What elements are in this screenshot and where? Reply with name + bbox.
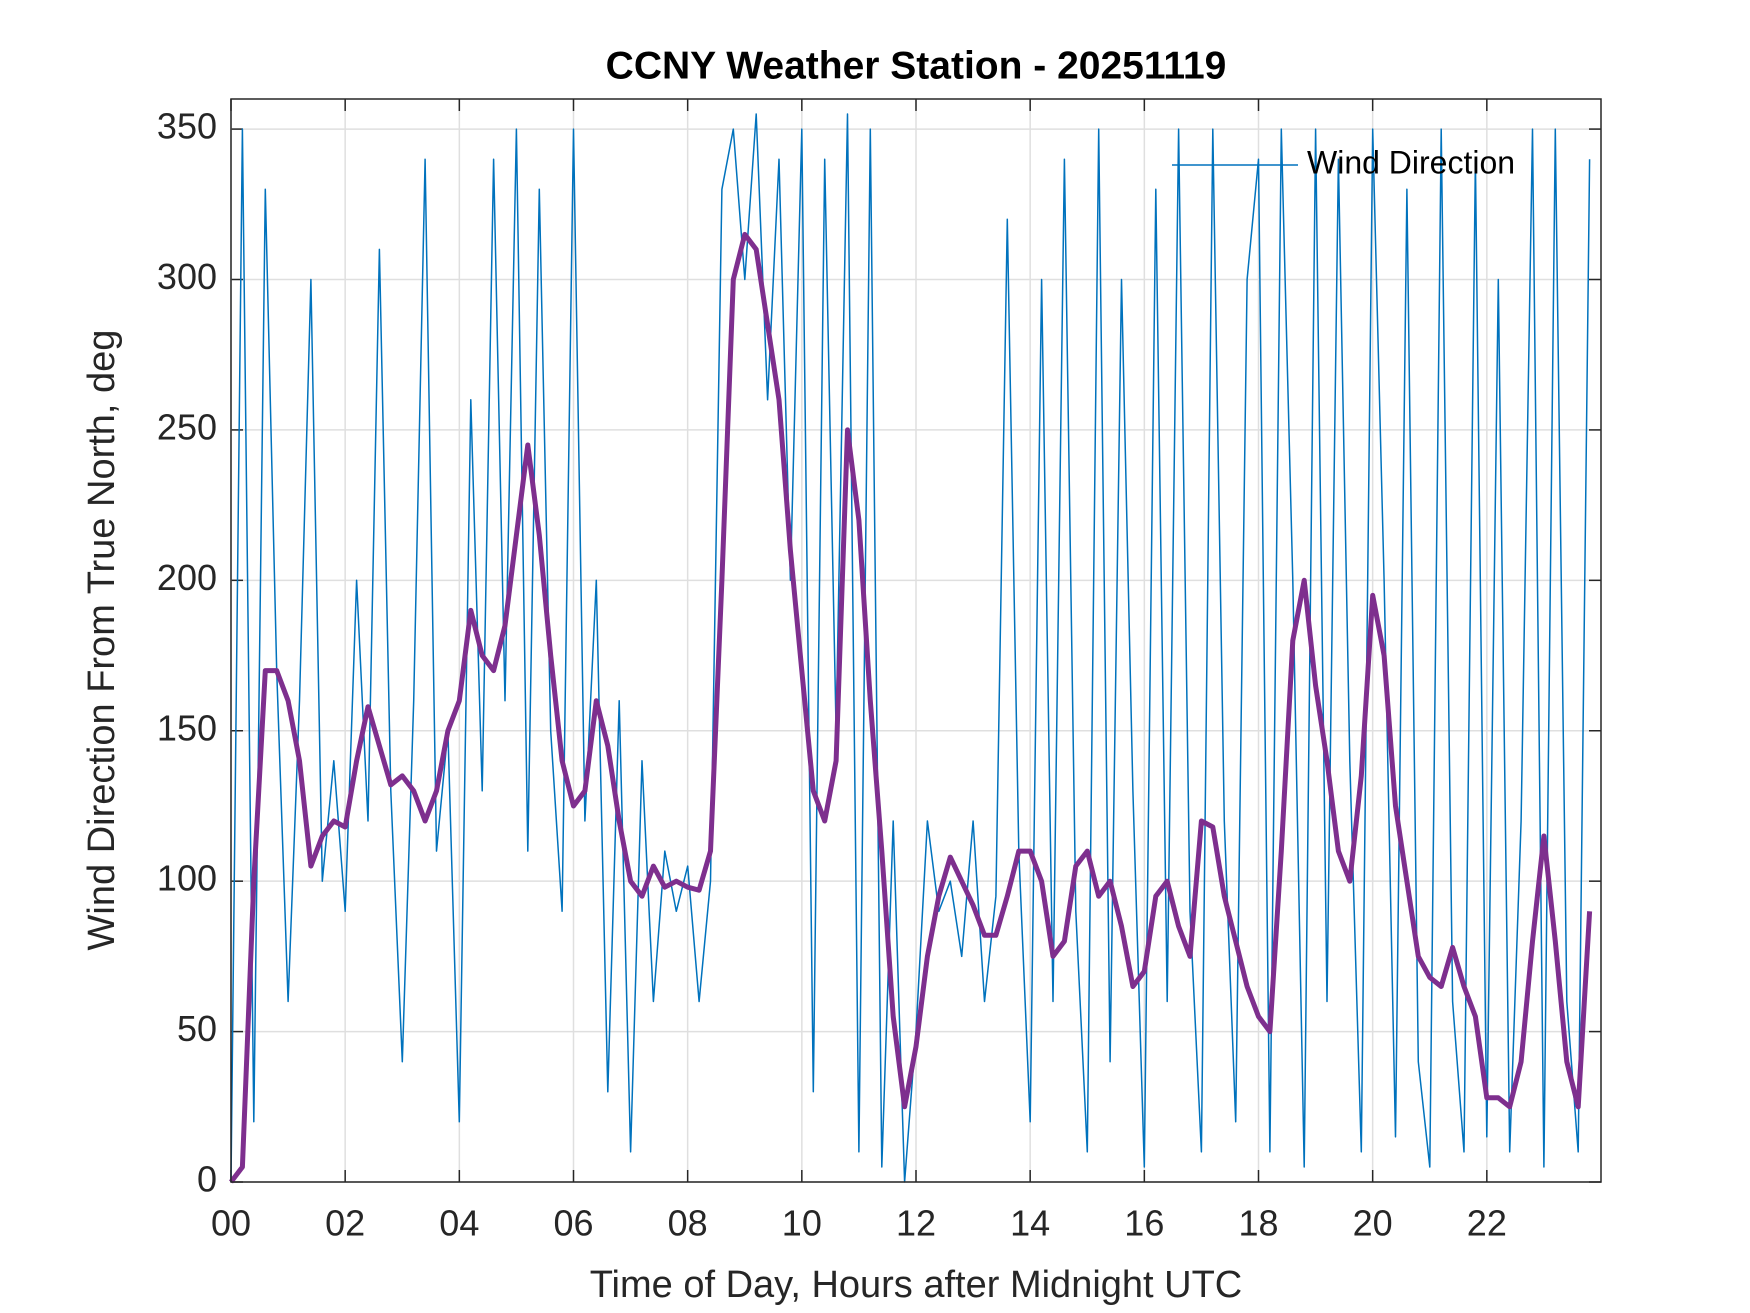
y-tick-label: 250 <box>157 406 217 447</box>
x-tick-label: 10 <box>782 1203 822 1244</box>
y-tick-label: 350 <box>157 106 217 147</box>
x-tick-label: 02 <box>325 1203 365 1244</box>
x-tick-label: 12 <box>896 1203 936 1244</box>
y-tick-label: 100 <box>157 858 217 899</box>
y-tick-label: 0 <box>197 1159 217 1200</box>
x-axis-label: Time of Day, Hours after Midnight UTC <box>590 1264 1243 1306</box>
x-tick-label: 20 <box>1353 1203 1393 1244</box>
data-line <box>229 231 1593 1184</box>
x-tick-label: 08 <box>668 1203 708 1244</box>
x-tick-label: 16 <box>1124 1203 1164 1244</box>
x-tick-label: 18 <box>1238 1203 1278 1244</box>
y-tick-label: 50 <box>177 1008 217 1049</box>
y-tick-label: 300 <box>157 256 217 297</box>
y-tick-label: 200 <box>157 557 217 598</box>
data-line <box>230 113 1591 1183</box>
x-tick-label: 04 <box>439 1203 479 1244</box>
plot-frame <box>230 98 1602 1183</box>
x-tick-label: 22 <box>1467 1203 1507 1244</box>
legend-label: Wind Direction <box>1307 144 1515 180</box>
chart-title: CCNY Weather Station - 20251119 <box>606 44 1227 87</box>
y-axis-label: Wind Direction From True North, deg <box>81 330 123 951</box>
x-tick-label: 00 <box>211 1203 251 1244</box>
y-tick-label: 150 <box>157 707 217 748</box>
x-tick-label: 06 <box>553 1203 593 1244</box>
x-tick-label: 14 <box>1010 1203 1050 1244</box>
